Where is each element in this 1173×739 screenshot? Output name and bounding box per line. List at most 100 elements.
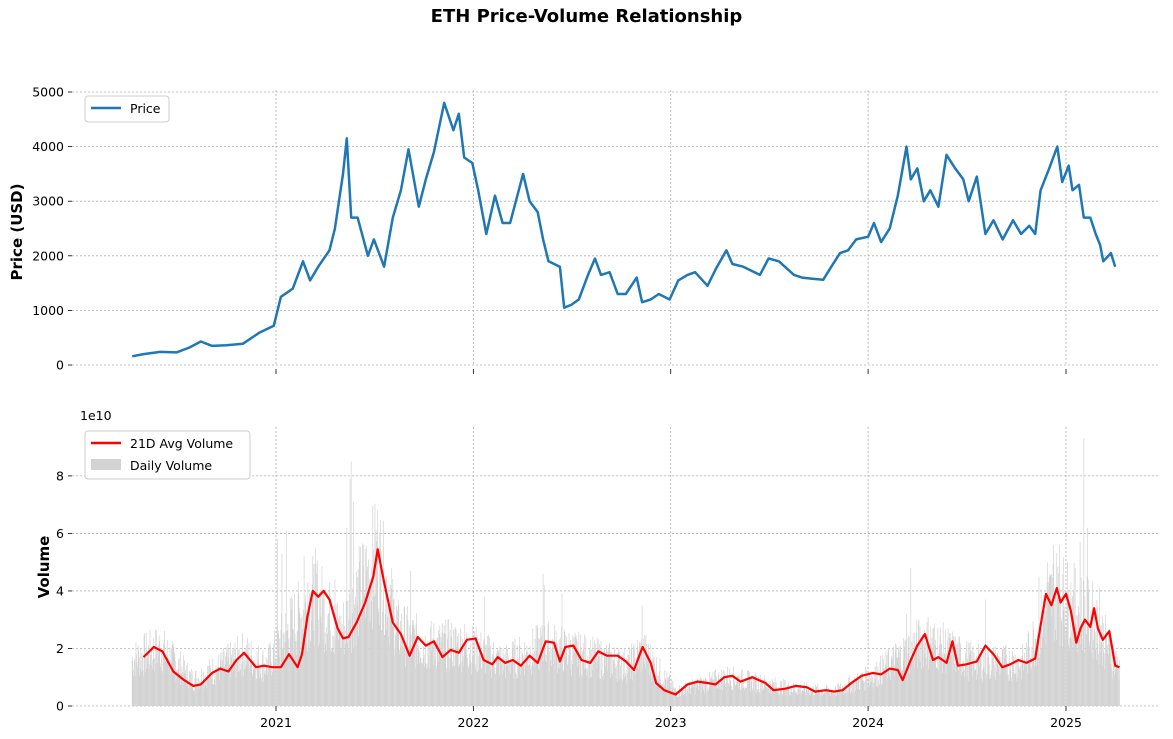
daily-volume-bar xyxy=(289,637,291,706)
daily-volume-bar xyxy=(801,690,803,706)
daily-volume-bar xyxy=(872,676,873,706)
daily-volume-bar xyxy=(530,674,532,706)
daily-volume-bar xyxy=(254,659,256,706)
daily-volume-bar xyxy=(1115,665,1117,706)
daily-volume-bar xyxy=(545,653,547,706)
daily-volume-bar xyxy=(433,664,434,706)
daily-volume-bar xyxy=(430,627,431,706)
daily-volume-bar xyxy=(500,649,502,706)
daily-volume-bar xyxy=(618,647,620,706)
daily-volume-bar xyxy=(828,693,830,706)
daily-volume-bar xyxy=(423,646,424,706)
daily-volume-bar xyxy=(974,670,975,706)
daily-volume-bar xyxy=(1019,668,1020,706)
daily-volume-bar xyxy=(698,685,700,706)
daily-volume-bar xyxy=(510,661,512,706)
price-legend-label: Price xyxy=(130,101,161,116)
daily-volume-bar xyxy=(1075,624,1077,706)
daily-volume-bar xyxy=(865,666,866,706)
daily-volume-bar xyxy=(720,676,722,706)
daily-volume-bar xyxy=(137,645,139,706)
daily-volume-legend-label: Daily Volume xyxy=(130,458,212,473)
daily-volume-bar xyxy=(279,638,281,706)
daily-volume-bar xyxy=(880,676,882,706)
daily-volume-bar xyxy=(785,680,786,706)
daily-volume-bar xyxy=(223,648,224,706)
daily-volume-bar xyxy=(664,678,666,706)
daily-volume-bar xyxy=(313,630,315,706)
daily-volume-bar xyxy=(273,649,275,706)
daily-volume-bar xyxy=(563,670,565,706)
daily-volume-bar xyxy=(298,608,300,706)
daily-volume-bar xyxy=(739,674,741,706)
daily-volume-bar xyxy=(184,669,186,706)
daily-volume-bar xyxy=(934,645,936,706)
daily-volume-bar xyxy=(865,690,867,706)
daily-volume-bar xyxy=(349,593,350,706)
daily-volume-bar xyxy=(743,687,745,706)
daily-volume-bar xyxy=(1109,639,1111,706)
daily-volume-bar xyxy=(522,655,524,706)
daily-volume-bar xyxy=(424,667,426,706)
daily-volume-bar xyxy=(853,683,854,706)
avg-volume-legend-label: 21D Avg Volume xyxy=(130,436,233,451)
daily-volume-bar xyxy=(540,638,542,706)
daily-volume-bar xyxy=(417,644,419,706)
daily-volume-bar xyxy=(701,678,702,706)
daily-volume-bar xyxy=(322,639,324,706)
daily-volume-bar xyxy=(670,682,672,706)
daily-volume-bar xyxy=(603,673,605,706)
daily-volume-bar xyxy=(377,612,379,706)
daily-volume-bar xyxy=(726,681,728,706)
daily-volume-bar xyxy=(956,644,958,706)
daily-volume-bar xyxy=(395,623,397,706)
daily-volume-bar xyxy=(893,647,894,706)
daily-volume-bar xyxy=(597,639,599,706)
daily-volume-bar xyxy=(1110,664,1112,706)
daily-volume-bar xyxy=(509,674,511,706)
daily-volume-bar xyxy=(336,627,338,706)
daily-volume-bar xyxy=(882,669,884,706)
daily-volume-bar xyxy=(292,629,294,706)
daily-volume-bar xyxy=(833,694,834,706)
daily-volume-bar xyxy=(493,642,494,706)
daily-volume-bar xyxy=(1072,596,1073,706)
daily-volume-bar xyxy=(899,656,900,706)
daily-volume-bar xyxy=(444,633,446,706)
daily-volume-bar xyxy=(693,682,695,706)
daily-volume-bar xyxy=(1055,553,1057,706)
daily-volume-bar xyxy=(634,674,636,706)
daily-volume-bar xyxy=(503,670,504,706)
daily-volume-bar xyxy=(172,643,174,706)
daily-volume-bar xyxy=(308,650,310,706)
daily-volume-bar xyxy=(421,662,422,706)
daily-volume-bar xyxy=(694,694,696,706)
daily-volume-bar xyxy=(659,658,661,706)
daily-volume-bar xyxy=(556,673,558,706)
daily-volume-bar xyxy=(773,683,774,706)
daily-volume-bar xyxy=(705,678,707,706)
daily-volume-bar xyxy=(165,656,167,706)
daily-volume-bar xyxy=(1055,630,1057,706)
daily-volume-bar xyxy=(915,633,917,706)
daily-volume-bar xyxy=(761,681,762,706)
daily-volume-bar xyxy=(983,667,985,706)
daily-volume-bar xyxy=(679,695,681,706)
daily-volume-bar xyxy=(1099,588,1100,706)
daily-volume-bar xyxy=(646,660,648,706)
daily-volume-bar xyxy=(562,671,564,706)
daily-volume-bar xyxy=(1028,647,1030,706)
daily-volume-bar xyxy=(957,642,959,706)
daily-volume-bar xyxy=(852,693,854,706)
daily-volume-bar xyxy=(402,640,403,706)
daily-volume-bar xyxy=(860,676,861,706)
daily-volume-bar xyxy=(761,690,763,706)
daily-volume-bar xyxy=(475,668,476,706)
daily-volume-bar xyxy=(145,657,147,706)
daily-volume-bar xyxy=(337,602,338,706)
daily-volume-bar xyxy=(498,652,500,706)
daily-volume-bar xyxy=(755,674,756,706)
daily-volume-bar xyxy=(658,682,660,706)
daily-volume-bar xyxy=(745,687,747,706)
